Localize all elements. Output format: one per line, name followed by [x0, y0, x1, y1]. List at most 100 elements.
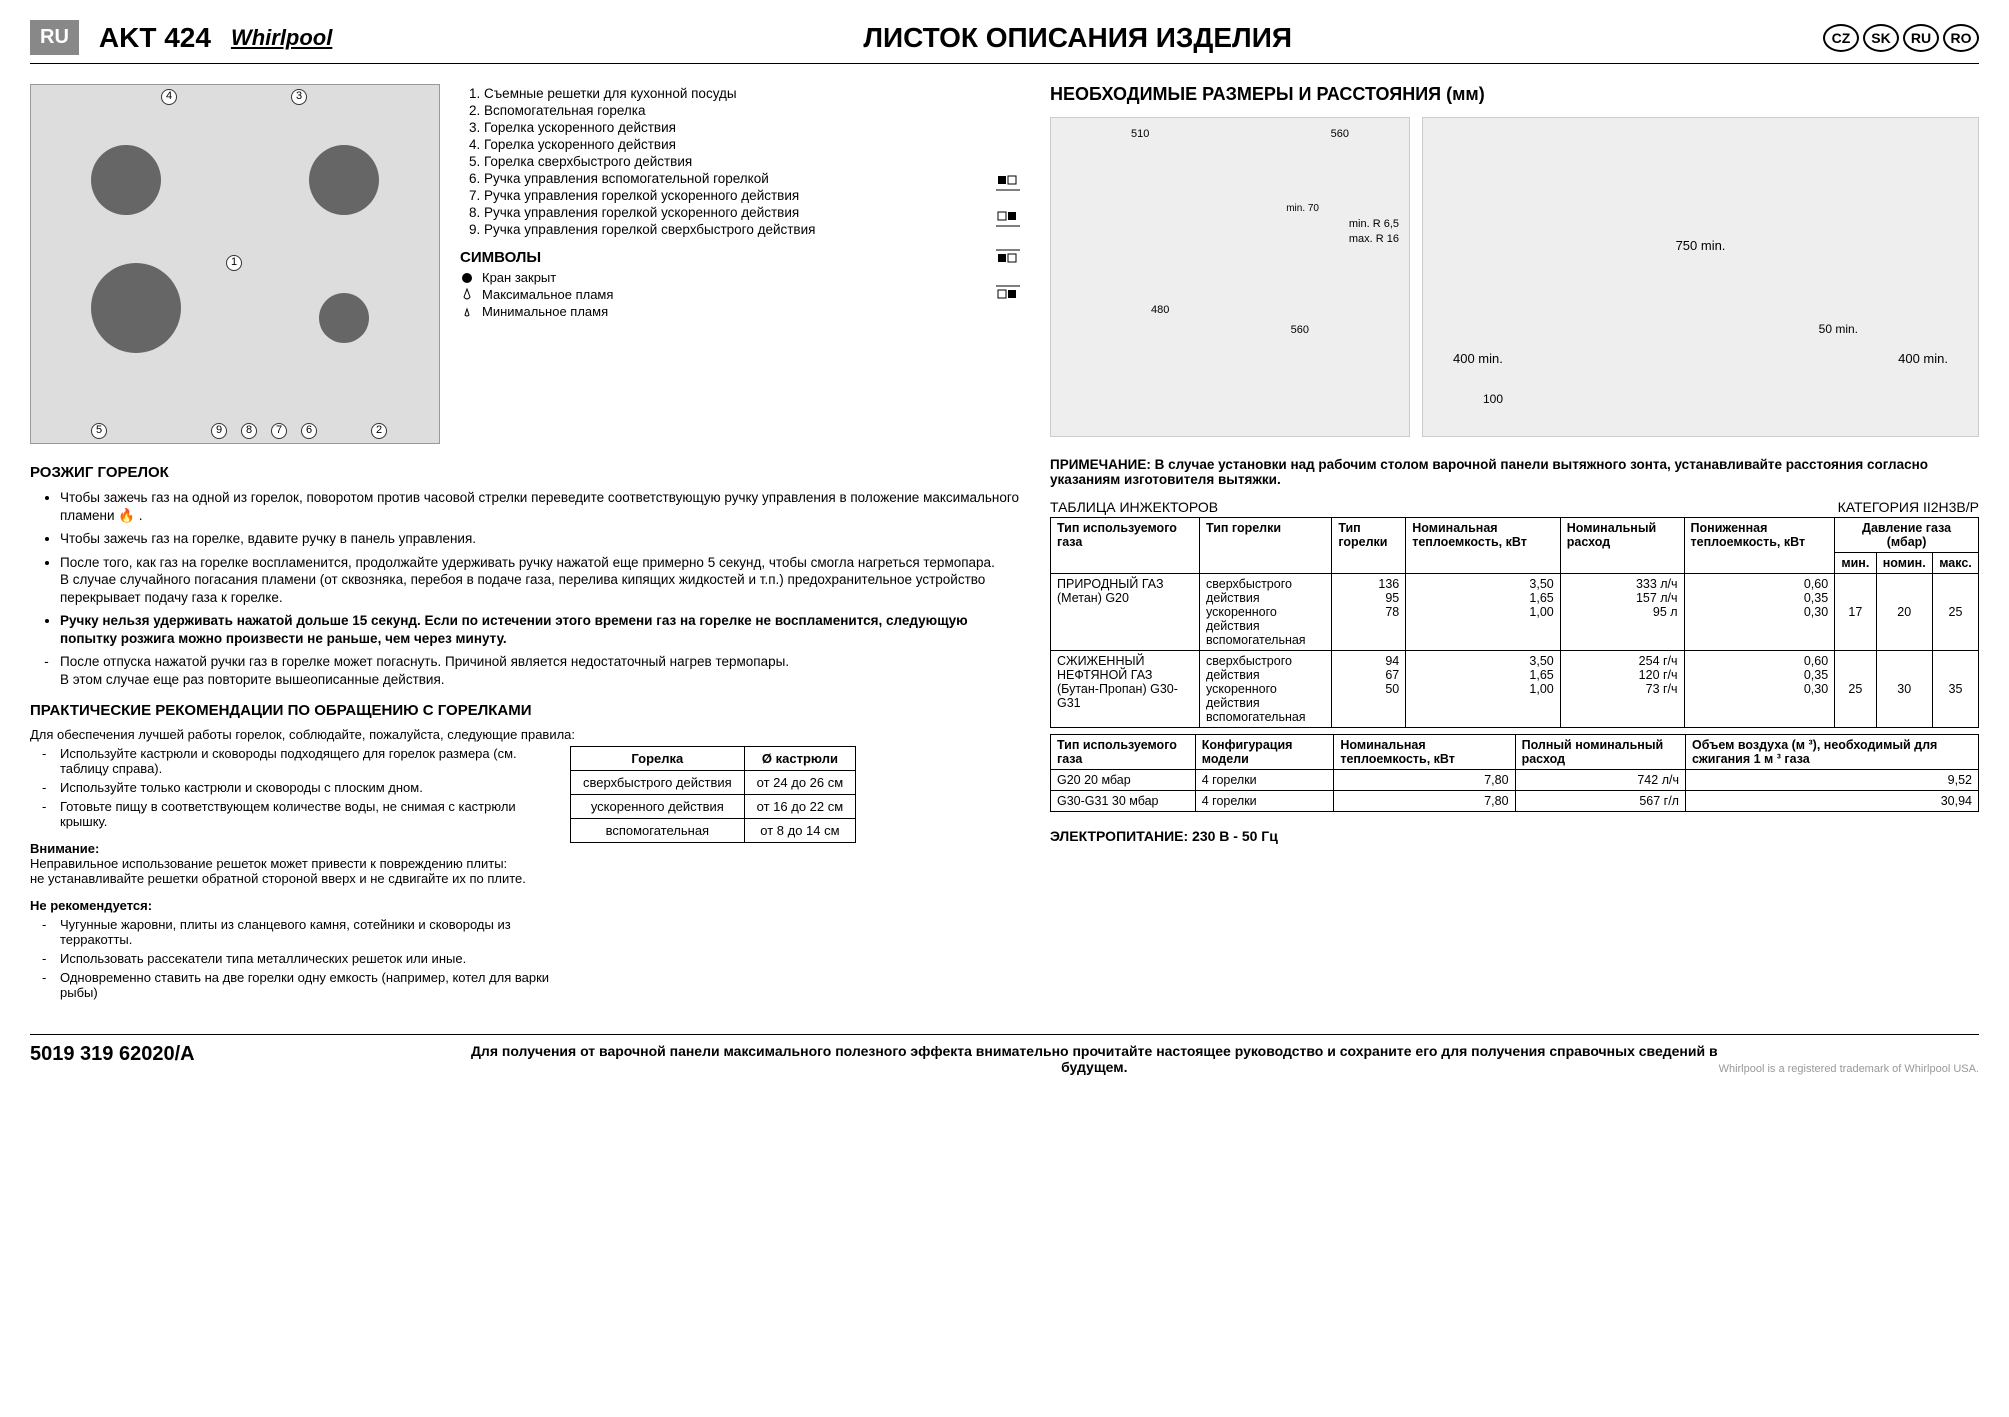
part-item: Ручка управления вспомогательной горелко… [484, 171, 966, 186]
symbol-max: Максимальное пламя [460, 287, 966, 302]
lang-pill-cz: CZ [1823, 24, 1859, 52]
part-item: Ручка управления горелкой ускоренного де… [484, 205, 966, 220]
pot-table-cell: сверхбыстрого действия [571, 771, 745, 795]
document-code: 5019 319 62020/A [30, 1043, 470, 1075]
inj-td: сверхбыстрого действия ускоренного дейст… [1200, 574, 1332, 651]
recommendations-heading: ПРАКТИЧЕСКИЕ РЕКОМЕНДАЦИИ ПО ОБРАЩЕНИЮ С… [30, 702, 1020, 719]
cfg-td: 742 л/ч [1515, 770, 1685, 791]
inj-td: 17 [1835, 574, 1876, 651]
inj-th: Тип горелки [1332, 518, 1406, 574]
ignition-step: Чтобы зажечь газ на одной из горелок, по… [60, 489, 1020, 524]
lang-badge: RU [30, 20, 79, 55]
warning-text: Неправильное использование решеток может… [30, 856, 550, 886]
part-item: Ручка управления горелкой сверхбыстрого … [484, 222, 966, 237]
dim-label: max. R 16 [1349, 233, 1399, 245]
page-header: RU AKT 424 Whirlpool ЛИСТОК ОПИСАНИЯ ИЗД… [30, 20, 1979, 64]
recommendations-intro: Для обеспечения лучшей работы горелок, с… [30, 727, 1020, 742]
ignition-step: После отпуска нажатой ручки газ в горелк… [60, 653, 1020, 688]
ignition-step: После того, как газ на горелке воспламен… [60, 554, 1020, 607]
inj-td: 20 [1876, 574, 1932, 651]
parts-list: Съемные решетки для кухонной посуды Вспо… [460, 84, 966, 444]
cfg-td: 7,80 [1334, 791, 1515, 812]
warning-label: Внимание: [30, 841, 550, 856]
ignition-step-bold: Ручку нельзя удерживать нажатой дольше 1… [60, 612, 1020, 647]
config-table: Тип используемого газа Конфигурация моде… [1050, 734, 1979, 812]
part-item: Съемные решетки для кухонной посуды [484, 86, 966, 101]
inj-td: СЖИЖЕННЫЙ НЕФТЯНОЙ ГАЗ (Бутан-Пропан) G3… [1051, 651, 1200, 728]
content-columns: 4 3 5 9 8 7 6 2 1 Съемные решетки для ку… [30, 84, 1979, 1004]
cfg-th: Конфигурация модели [1195, 735, 1334, 770]
cfg-td: 4 горелки [1195, 791, 1334, 812]
inj-th: Номинальный расход [1560, 518, 1684, 574]
knob-position-icons [996, 84, 1020, 444]
not-rec-item: Чугунные жаровни, плиты из сланцевого ка… [60, 917, 550, 947]
inj-th: номин. [1876, 553, 1932, 574]
right-column: НЕОБХОДИМЫЕ РАЗМЕРЫ И РАССТОЯНИЯ (мм) 51… [1050, 84, 1979, 1004]
inj-td: 136 95 78 [1332, 574, 1406, 651]
cfg-td: 567 г/л [1515, 791, 1685, 812]
valve-closed-icon [460, 271, 474, 285]
inj-td: 0,60 0,35 0,30 [1684, 651, 1835, 728]
cfg-td: 4 горелки [1195, 770, 1334, 791]
not-rec-item: Одновременно ставить на две горелки одну… [60, 970, 550, 1000]
symbol-label: Максимальное пламя [482, 287, 613, 302]
inj-td: 25 [1932, 574, 1978, 651]
injector-table: Тип используемого газа Тип горелки Тип г… [1050, 517, 1979, 728]
symbol-closed: Кран закрыт [460, 270, 966, 285]
part-item: Горелка сверхбыстрого действия [484, 154, 966, 169]
inj-td: 3,50 1,65 1,00 [1406, 574, 1561, 651]
product-overview-row: 4 3 5 9 8 7 6 2 1 Съемные решетки для ку… [30, 84, 1020, 444]
pot-table-cell: ускоренного действия [571, 795, 745, 819]
inj-th: Номинальная теплоемкость, кВт [1406, 518, 1561, 574]
not-recommended-label: Не рекомендуется: [30, 898, 550, 913]
symbol-min: Минимальное пламя [460, 304, 966, 319]
inj-td: 94 67 50 [1332, 651, 1406, 728]
pot-table-cell: от 8 до 14 см [744, 819, 856, 843]
inj-th: Тип горелки [1200, 518, 1332, 574]
recommendations-row: Используйте кастрюли и сковороды подходя… [30, 742, 1020, 1004]
dim-label: 750 min. [1676, 238, 1726, 253]
knob-top-right-icon [996, 210, 1020, 230]
dim-label: 50 min. [1819, 322, 1858, 336]
lang-pill-row: CZ SK RU RO [1823, 24, 1979, 52]
lang-pill-ro: RO [1943, 24, 1979, 52]
part-item: Горелка ускоренного действия [484, 137, 966, 152]
inj-th: Давление газа (мбар) [1835, 518, 1979, 553]
injector-table-header: ТАБЛИЦА ИНЖЕКТОРОВ КАТЕГОРИЯ II2H3B/P [1050, 499, 1979, 515]
pot-size-table: Горелка Ø кастрюли сверхбыстрого действи… [570, 746, 856, 843]
pot-table-cell: вспомогательная [571, 819, 745, 843]
cfg-th: Тип используемого газа [1051, 735, 1196, 770]
trademark-notice: Whirlpool is a registered trademark of W… [1719, 1063, 1979, 1075]
dim-label: min. R 6,5 [1349, 218, 1399, 230]
symbol-label: Кран закрыт [482, 270, 556, 285]
rec-item: Готовьте пищу в соответствующем количест… [60, 799, 550, 829]
dim-label: 400 min. [1898, 351, 1948, 366]
dim-label: min. 70 [1286, 203, 1319, 214]
dim-label: 560 [1331, 128, 1349, 140]
cfg-td: 9,52 [1685, 770, 1978, 791]
part-item: Горелка ускоренного действия [484, 120, 966, 135]
page-footer: 5019 319 62020/A Для получения от варочн… [30, 1034, 1979, 1075]
injector-table-title: ТАБЛИЦА ИНЖЕКТОРОВ [1050, 499, 1218, 515]
part-item: Ручка управления горелкой ускоренного де… [484, 188, 966, 203]
inj-th: макс. [1932, 553, 1978, 574]
dim-label: 100 [1483, 392, 1503, 406]
pot-table-cell: от 24 до 26 см [744, 771, 856, 795]
part-item: Вспомогательная горелка [484, 103, 966, 118]
not-rec-item: Использовать рассекатели типа металличес… [60, 951, 550, 966]
knob-bottom-right-icon [996, 282, 1020, 302]
rec-item: Используйте кастрюли и сковороды подходя… [60, 746, 550, 776]
note-label: ПРИМЕЧАНИЕ: [1050, 457, 1151, 472]
injector-category: КАТЕГОРИЯ II2H3B/P [1838, 499, 1979, 515]
symbol-label: Минимальное пламя [482, 304, 608, 319]
lang-pill-sk: SK [1863, 24, 1899, 52]
flame-max-icon [460, 288, 474, 302]
knob-bottom-left-icon [996, 246, 1020, 266]
cfg-th: Номинальная теплоемкость, кВт [1334, 735, 1515, 770]
dim-label: 510 [1131, 128, 1149, 140]
ignition-step: Чтобы зажечь газ на горелке, вдавите руч… [60, 530, 1020, 548]
inj-td: 333 л/ч 157 л/ч 95 л [1560, 574, 1684, 651]
brand-logo: Whirlpool [231, 25, 332, 51]
dimensions-diagrams-row: 510 560 min. R 6,5 max. R 16 min. 70 480… [1050, 117, 1979, 437]
clearance-diagram: 750 min. 400 min. 400 min. 50 min. 100 [1422, 117, 1979, 437]
